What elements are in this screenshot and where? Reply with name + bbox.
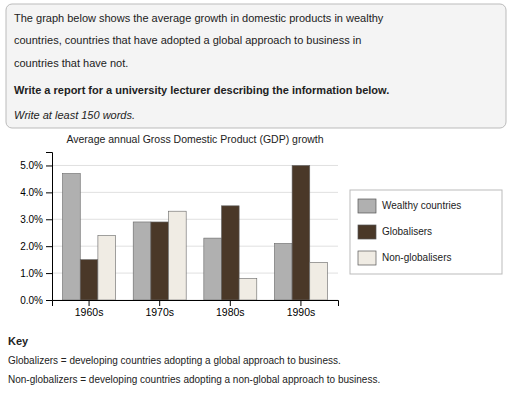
y-tick-label: 1.0%: [20, 268, 43, 279]
legend: Wealthy countries Globalisers Non-globalis…: [350, 190, 502, 274]
x-tick-label: 1970s: [145, 306, 174, 318]
x-tick-mark: [300, 300, 301, 306]
x-tick: 1980s: [216, 300, 245, 318]
bar: [151, 222, 169, 300]
chart: The graph below shows the average growth…: [0, 0, 512, 396]
x-tick: 1970s: [145, 300, 174, 318]
x-tick-label: 1980s: [216, 306, 245, 318]
y-tick: 3.0%: [20, 214, 52, 225]
y-tick-label: 5.0%: [20, 160, 43, 171]
annotation: Write a report for a university lecturer…: [14, 84, 389, 96]
annotation: Write at least 150 words.: [14, 109, 135, 121]
annotation: Key: [8, 335, 29, 347]
legend-label: Globalisers: [382, 226, 432, 237]
legend-swatch: [358, 251, 376, 265]
y-tick-mark: [46, 219, 52, 220]
legend-label: Wealthy countries: [382, 200, 461, 211]
y-tick: 0.0%: [20, 295, 52, 306]
legend-label: Non-globalisers: [382, 252, 451, 263]
bar: [133, 222, 151, 300]
bar: [204, 238, 222, 300]
text-box: [6, 4, 506, 128]
bars: [63, 165, 328, 300]
y-tick-mark: [46, 273, 52, 274]
x-axis: 1960s 1970s 1980s 1990s: [53, 300, 339, 318]
annotation: Non-globalizers = developing countries a…: [8, 374, 380, 385]
y-tick: 5.0%: [20, 160, 52, 171]
x-axis-line: [53, 301, 339, 307]
legend-box: [350, 190, 502, 274]
legend-swatch: [358, 225, 376, 239]
x-tick: 1960s: [75, 300, 104, 318]
y-tick: 4.0%: [20, 187, 52, 198]
x-tick-mark: [230, 300, 231, 306]
bar: [274, 243, 292, 300]
x-tick-mark: [159, 300, 160, 306]
y-tick-mark: [46, 300, 52, 301]
y-tick-label: 2.0%: [20, 241, 43, 252]
grid: [52, 165, 338, 300]
legend-swatch: [358, 199, 376, 213]
y-tick-mark: [46, 192, 52, 193]
annotation: countries that have not.: [14, 57, 128, 69]
y-tick-mark: [46, 246, 52, 247]
bar: [98, 235, 116, 300]
bar: [63, 174, 81, 300]
annotation: countries, countries that have adopted a…: [14, 34, 361, 46]
y-tick-mark: [46, 165, 52, 166]
y-tick-label: 4.0%: [20, 187, 43, 198]
bar: [310, 262, 328, 300]
x-tick-label: 1960s: [75, 306, 104, 318]
bar: [80, 260, 98, 300]
y-tick: 1.0%: [20, 268, 52, 279]
x-tick-mark: [89, 300, 90, 306]
plot: 1960s 1970s 1980s 1990s 0.0% 1.0% 2.0% 3.0% 4.0%…: [20, 153, 338, 319]
y-axis: 0.0% 1.0% 2.0% 3.0% 4.0% 5.0%: [20, 153, 52, 306]
y-tick: 2.0%: [20, 241, 52, 252]
bar: [221, 206, 239, 300]
y-tick-label: 0.0%: [20, 295, 43, 306]
x-tick-label: 1990s: [287, 306, 316, 318]
bar: [169, 211, 187, 300]
y-axis-line: [46, 153, 53, 301]
x-tick: 1990s: [287, 300, 316, 318]
bar: [239, 278, 257, 300]
bar: [292, 165, 310, 300]
y-tick-label: 3.0%: [20, 214, 43, 225]
annotation: Globalizers = developing countries adopt…: [8, 355, 341, 366]
annotation: The graph below shows the average growth…: [14, 12, 384, 24]
title: Average annual Gross Domestic Product (G…: [66, 133, 323, 145]
